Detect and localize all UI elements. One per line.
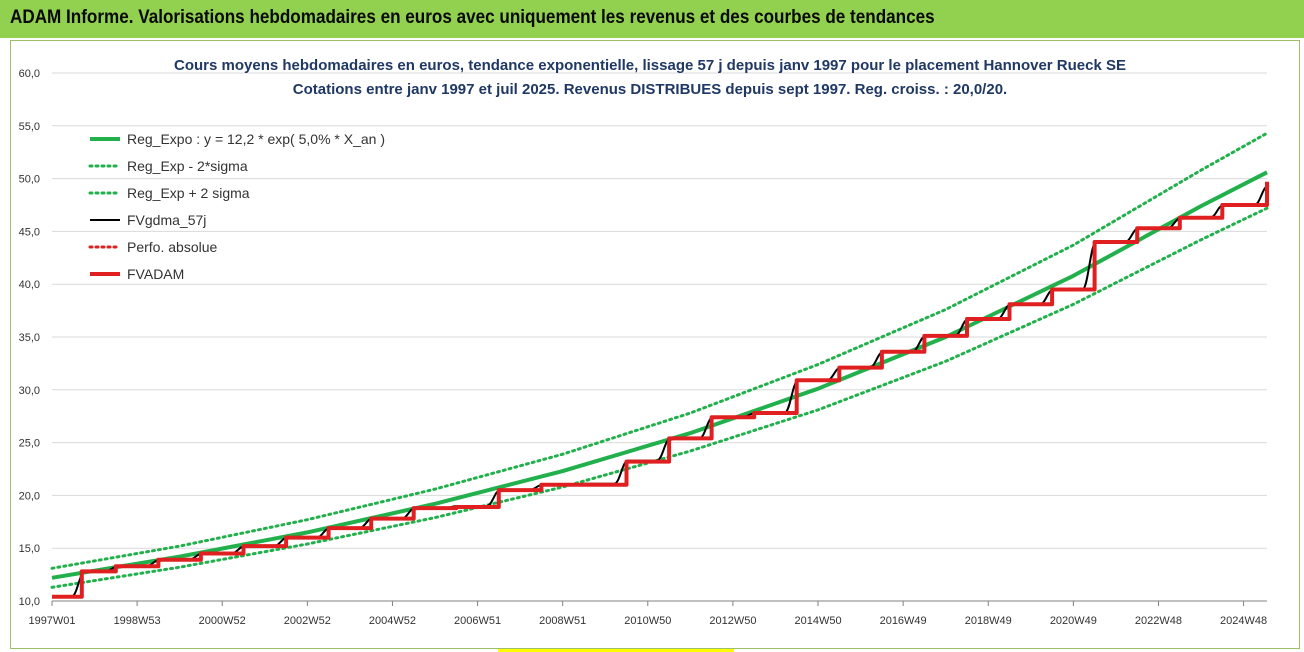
- x-tick-label: 2016W49: [880, 615, 927, 627]
- legend-entry: Reg_Exp - 2*sigma: [127, 158, 248, 174]
- x-tick-label: 2008W51: [539, 615, 586, 627]
- y-tick-label: 60,0: [19, 68, 40, 80]
- x-tick-label: 2006W51: [454, 615, 501, 627]
- y-tick-label: 15,0: [19, 543, 40, 555]
- legend-entry: Reg_Expo : y = 12,2 * exp( 5,0% * X_an ): [127, 131, 385, 147]
- y-tick-label: 30,0: [19, 385, 40, 397]
- legend-entry: Perfo. absolue: [127, 239, 217, 255]
- chart-title: Cours moyens hebdomadaires en euros, ten…: [174, 57, 1126, 74]
- grid-lines: [52, 72, 1267, 602]
- y-tick-label: 45,0: [19, 226, 40, 238]
- legend: Reg_Expo : y = 12,2 * exp( 5,0% * X_an )…: [88, 131, 385, 282]
- x-tick-label: 2010W50: [624, 615, 671, 627]
- x-tick-label: 2002W52: [284, 615, 331, 627]
- x-tick-label: 2004W52: [369, 615, 416, 627]
- legend-entry: FVgdma_57j: [127, 212, 206, 228]
- legend-entry: FVADAM: [127, 266, 184, 282]
- x-tick-label: 1997W01: [28, 615, 75, 627]
- x-tick-label: 2018W49: [965, 615, 1012, 627]
- axes: [51, 600, 1267, 606]
- x-tick-label: 1998W53: [114, 615, 161, 627]
- series-lines: [50, 131, 1270, 599]
- y-tick-label: 50,0: [19, 174, 40, 186]
- chart-area-border: [10, 40, 1300, 649]
- banner-title: ADAM Informe. Valorisations hebdomadaire…: [10, 7, 935, 28]
- y-tick-labels: 10,0 15,0 20,0 25,0 30,0 35,0 40,0 45,0 50,0 55,0…: [19, 68, 40, 608]
- y-tick-label: 10,0: [19, 596, 40, 608]
- series-line: [51, 170, 1268, 580]
- x-tick-label: 2000W52: [199, 615, 246, 627]
- series-line: [50, 131, 1269, 570]
- x-tick-label: 2024W48: [1220, 615, 1267, 627]
- y-tick-label: 35,0: [19, 332, 40, 344]
- y-tick-label: 25,0: [19, 438, 40, 450]
- legend-entry: Reg_Exp + 2 sigma: [127, 185, 250, 201]
- y-tick-label: 20,0: [19, 490, 40, 502]
- y-tick-label: 40,0: [19, 279, 40, 291]
- series-line: [50, 206, 1269, 589]
- x-tick-label: 2020W49: [1050, 615, 1097, 627]
- y-tick-label: 55,0: [19, 121, 40, 133]
- series-line: [52, 181, 1269, 599]
- chart-subtitle: Cotations entre janv 1997 et juil 2025. …: [293, 81, 1007, 98]
- title-banner: ADAM Informe. Valorisations hebdomadaire…: [0, 0, 1304, 38]
- x-tick-labels: 1997W01 1998W53 2000W52 2002W52 2004W52 2006W…: [28, 615, 1267, 627]
- x-tick-label: 2012W50: [709, 615, 756, 627]
- x-tick-label: 2014W50: [794, 615, 841, 627]
- selection-handle-bar: [498, 649, 734, 652]
- x-tick-label: 2022W48: [1135, 615, 1182, 627]
